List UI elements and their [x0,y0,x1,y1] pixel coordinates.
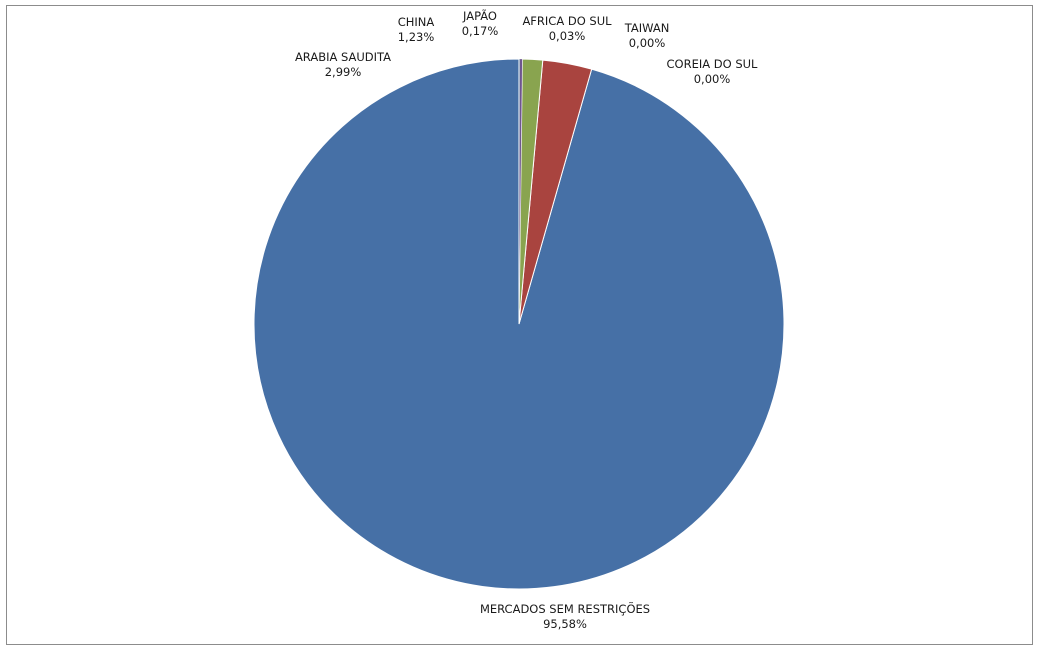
data-label-category: CHINA [397,15,435,29]
data-label-value: 2,99% [324,65,362,79]
data-label-value: 0,00% [693,72,731,86]
data-label-value: 1,23% [397,30,435,44]
data-label-category: MERCADOS SEM RESTRIÇÕES [479,602,651,616]
data-label: TAIWAN 0,00% [625,21,670,51]
data-label: ARABIA SAUDITA 2,99% [295,50,391,80]
data-label-value: 0,00% [628,36,666,50]
data-label-value: 0,03% [548,29,586,43]
data-label: CHINA 1,23% [398,15,435,45]
data-label: MERCADOS SEM RESTRIÇÕES 95,58% [480,602,650,632]
data-label-value: 95,58% [543,617,587,631]
data-label-category: TAIWAN [624,21,670,35]
data-label-value: 0,17% [461,24,499,38]
data-label-category: JAPÃO [463,9,497,23]
data-label-category: ARABIA SAUDITA [294,50,392,64]
data-label-category: COREIA DO SUL [666,57,758,71]
data-label-category: AFRICA DO SUL [522,14,612,28]
data-label: JAPÃO 0,17% [462,9,499,39]
data-label: COREIA DO SUL 0,00% [667,57,758,87]
data-label: AFRICA DO SUL 0,03% [522,14,611,44]
